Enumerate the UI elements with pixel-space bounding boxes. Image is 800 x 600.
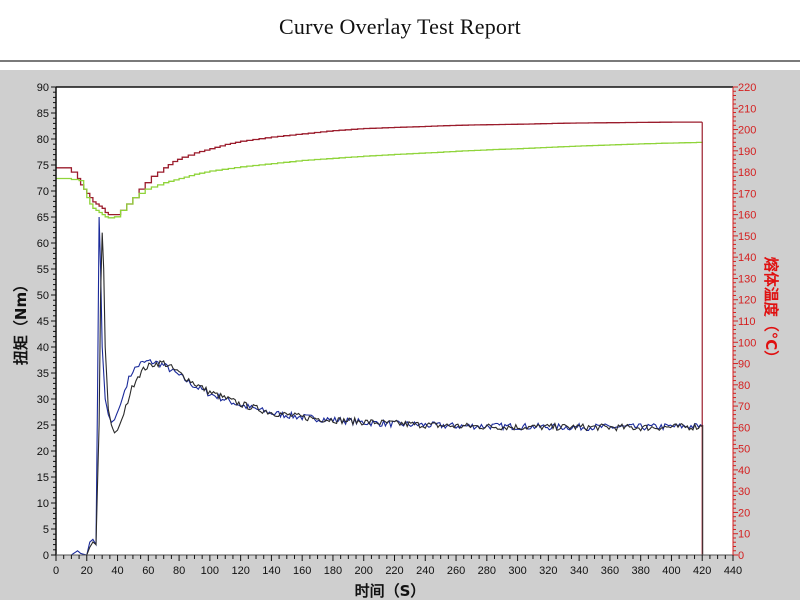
y-tick-label: 90 [37,82,49,94]
x-tick-label: 140 [262,565,280,577]
x-tick-label: 400 [662,565,680,577]
y2-tick-label: 160 [738,210,756,222]
y2-tick-label: 190 [738,146,756,158]
y-tick-label: 55 [37,264,49,276]
y-tick-label: 0 [43,550,49,562]
x-tick-label: 360 [601,565,619,577]
y2-tick-label: 10 [738,529,750,541]
y2-tick-label: 60 [738,422,750,434]
x-tick-label: 420 [693,565,711,577]
x-tick-label: 60 [142,565,154,577]
y2-tick-label: 200 [738,125,756,137]
y-tick-label: 10 [37,498,49,510]
x-tick-label: 260 [447,565,465,577]
y2-tick-label: 80 [738,380,750,392]
x-axis-title: 时间（S） [355,582,426,600]
y2-tick-label: 90 [738,359,750,371]
x-tick-label: 160 [293,565,311,577]
x-tick-label: 280 [478,565,496,577]
y2-axis-title: 熔体温度（°C） [762,257,780,366]
y-tick-label: 30 [37,394,49,406]
y2-tick-label: 140 [738,252,756,264]
y-tick-label: 35 [37,368,49,380]
x-tick-label: 40 [111,565,123,577]
header-divider [0,60,800,62]
y2-tick-label: 30 [738,486,750,498]
y2-tick-label: 0 [738,550,744,562]
y2-tick-label: 210 [738,103,756,115]
report-title: Curve Overlay Test Report [279,14,521,39]
x-tick-label: 440 [724,565,742,577]
series-line-4 [56,141,703,219]
y2-tick-label: 220 [738,82,756,94]
y-tick-label: 85 [37,108,49,120]
y-axis-title: 扭矩（Nm） [12,277,30,365]
x-tick-label: 380 [632,565,650,577]
y-tick-label: 15 [37,472,49,484]
x-tick-label: 120 [231,565,249,577]
x-tick-label: 180 [324,565,342,577]
x-tick-label: 300 [508,565,526,577]
x-tick-label: 100 [201,565,219,577]
y-tick-label: 25 [37,420,49,432]
y2-tick-label: 100 [738,337,756,349]
x-tick-label: 80 [173,565,185,577]
plot-area [56,87,733,555]
y2-tick-label: 130 [738,273,756,285]
y-tick-label: 5 [43,524,49,536]
y2-tick-label: 120 [738,295,756,307]
x-tick-label: 20 [81,565,93,577]
x-tick-label: 320 [539,565,557,577]
y-tick-label: 20 [37,446,49,458]
y2-tick-label: 170 [738,188,756,200]
y-tick-label: 65 [37,212,49,224]
y2-tick-label: 20 [738,507,750,519]
y-tick-label: 50 [37,290,49,302]
x-tick-label: 220 [385,565,403,577]
y2-tick-label: 40 [738,465,750,477]
series-line-3 [56,121,703,216]
y2-tick-label: 150 [738,231,756,243]
y-tick-label: 40 [37,342,49,354]
x-tick-label: 0 [53,565,59,577]
axes-layer: 0 5 10 15 20 25 30 35 40 45 50 55 60 65 70 75 80 85 90 0 10 2… [37,82,757,577]
y-tick-label: 60 [37,238,49,250]
y-tick-label: 70 [37,186,49,198]
y-tick-label: 45 [37,316,49,328]
series-layer [56,121,704,556]
x-tick-label: 340 [570,565,588,577]
y2-tick-label: 110 [738,316,756,328]
y-tick-label: 80 [37,134,49,146]
x-tick-label: 200 [355,565,373,577]
y2-tick-label: 180 [738,167,756,179]
y2-tick-label: 70 [738,401,750,413]
y-tick-label: 75 [37,160,49,172]
y2-tick-label: 50 [738,444,750,456]
series-line-1 [56,216,703,556]
x-tick-label: 240 [416,565,434,577]
series-line-2 [56,232,703,556]
